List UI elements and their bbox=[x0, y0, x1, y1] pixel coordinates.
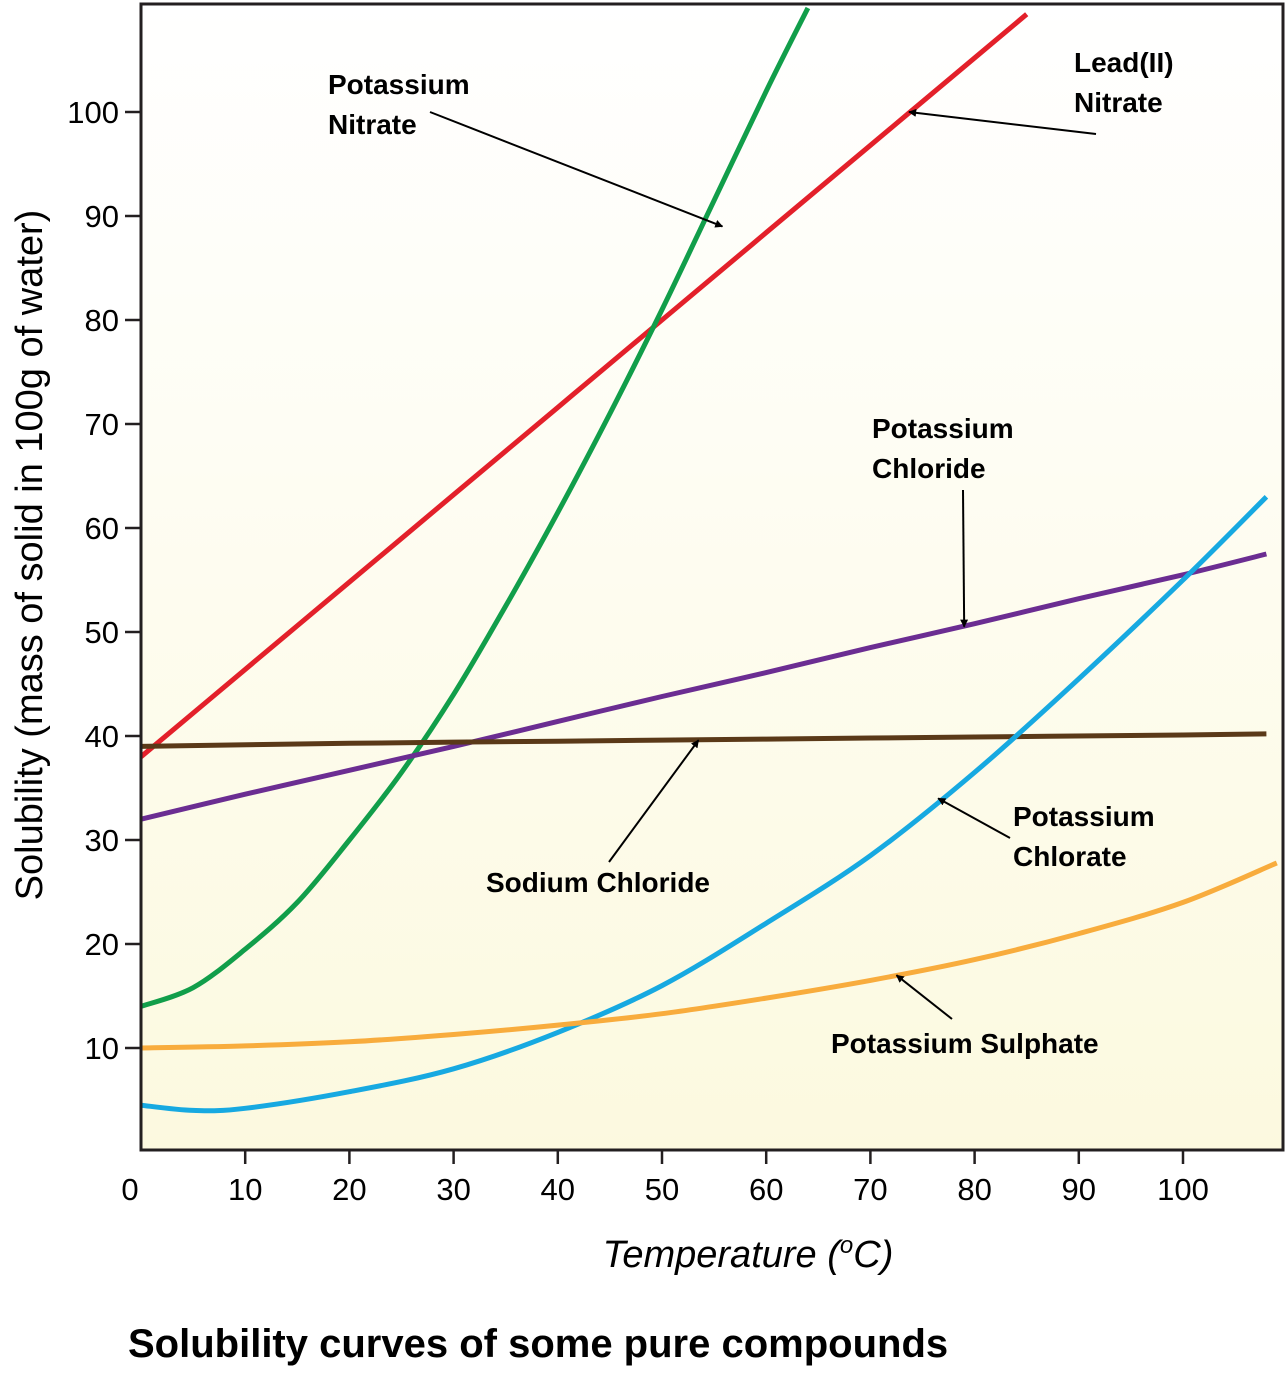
x-tick-label: 30 bbox=[436, 1172, 470, 1207]
annotation-potassium-nitrate: Potassium Nitrate bbox=[328, 69, 724, 228]
annotation-label-line: Nitrate bbox=[1074, 87, 1163, 118]
x-axis-label-superscript: o bbox=[840, 1232, 853, 1259]
series-layer bbox=[141, 6, 1278, 1114]
chart-title: Solubility curves of some pure compounds bbox=[128, 1322, 948, 1366]
annotation-label-line: Potassium bbox=[872, 413, 1014, 444]
x-tick-label: 0 bbox=[121, 1172, 138, 1207]
y-tick-label: 40 bbox=[85, 719, 119, 754]
annotation-potassium-chloride: Potassium Chloride bbox=[872, 413, 1014, 628]
annotation-label-line: Chlorate bbox=[1013, 841, 1127, 872]
ticks-layer: 0 10 20 30 40 50 60 70 80 90 100 10 20 30 40 50 60 70 80 90… bbox=[67, 95, 1209, 1207]
annotation-label-line: Potassium bbox=[328, 69, 470, 100]
x-tick-label: 10 bbox=[228, 1172, 262, 1207]
annotation-arrow bbox=[895, 974, 953, 1020]
x-tick-label: 20 bbox=[332, 1172, 366, 1207]
annotation-potassium-chlorate: Potassium Chlorate bbox=[937, 797, 1155, 872]
annotation-label-line: Nitrate bbox=[328, 109, 417, 140]
annotation-arrow bbox=[429, 111, 724, 228]
annotation-label-line: Lead(II) bbox=[1074, 47, 1174, 78]
series-line-potassium-nitrate bbox=[141, 6, 811, 1009]
series-line-potassium-chloride bbox=[141, 551, 1268, 822]
x-tick-label: 100 bbox=[1157, 1172, 1209, 1207]
series-line-lead-nitrate bbox=[141, 12, 1029, 759]
annotation-arrow bbox=[908, 108, 1097, 135]
plot-area bbox=[141, 4, 1283, 1150]
annotation-potassium-sulphate: Potassium Sulphate bbox=[831, 974, 1099, 1059]
series-line-potassium-chlorate bbox=[141, 495, 1269, 1114]
annotation-label-line: Potassium Sulphate bbox=[831, 1028, 1099, 1059]
annotation-lead-nitrate: Lead(II) Nitrate bbox=[908, 47, 1174, 135]
x-tick-label: 70 bbox=[853, 1172, 887, 1207]
annotation-sodium-chloride: Sodium Chloride bbox=[486, 739, 710, 898]
y-tick-label: 70 bbox=[85, 407, 119, 442]
plot-frame bbox=[139, 2, 1285, 1152]
y-tick-label: 90 bbox=[85, 199, 119, 234]
annotation-label: Potassium Sulphate bbox=[831, 1028, 1099, 1059]
x-axis-label: Temperature (oC) bbox=[603, 1232, 894, 1276]
y-tick-label: 80 bbox=[85, 303, 119, 338]
annotation-label: Sodium Chloride bbox=[486, 867, 710, 898]
x-tick-label: 90 bbox=[1062, 1172, 1096, 1207]
annotation-arrow bbox=[960, 489, 969, 628]
y-tick-label: 50 bbox=[85, 615, 119, 650]
y-tick-label: 60 bbox=[85, 511, 119, 546]
y-axis-label: Solubility (mass of solid in 100g of wat… bbox=[9, 210, 51, 901]
y-tick-label: 10 bbox=[85, 1031, 119, 1066]
annotation-label: Potassium Chlorate bbox=[1013, 801, 1155, 872]
x-tick-label: 60 bbox=[749, 1172, 783, 1207]
x-tick-label: 50 bbox=[645, 1172, 679, 1207]
x-tick-label: 40 bbox=[541, 1172, 575, 1207]
y-tick-label: 30 bbox=[85, 823, 119, 858]
series-line-potassium-sulphate bbox=[141, 860, 1278, 1051]
annotation-label-line: Chloride bbox=[872, 453, 986, 484]
y-tick-label: 20 bbox=[85, 927, 119, 962]
annotation-label: Lead(II) Nitrate bbox=[1074, 47, 1174, 118]
x-axis-label-end: C) bbox=[853, 1234, 893, 1276]
y-tick-label: 100 bbox=[67, 95, 119, 130]
annotation-label-line: Sodium Chloride bbox=[486, 867, 710, 898]
series-line-sodium-chloride bbox=[141, 731, 1267, 749]
annotation-arrow bbox=[608, 739, 700, 863]
x-axis-label-main: Temperature ( bbox=[603, 1234, 844, 1276]
annotation-label: Potassium Nitrate bbox=[328, 69, 470, 140]
x-tick-label: 80 bbox=[957, 1172, 991, 1207]
annotation-arrow bbox=[937, 797, 1011, 839]
annotation-label-line: Potassium bbox=[1013, 801, 1155, 832]
annotation-label: Potassium Chloride bbox=[872, 413, 1014, 484]
